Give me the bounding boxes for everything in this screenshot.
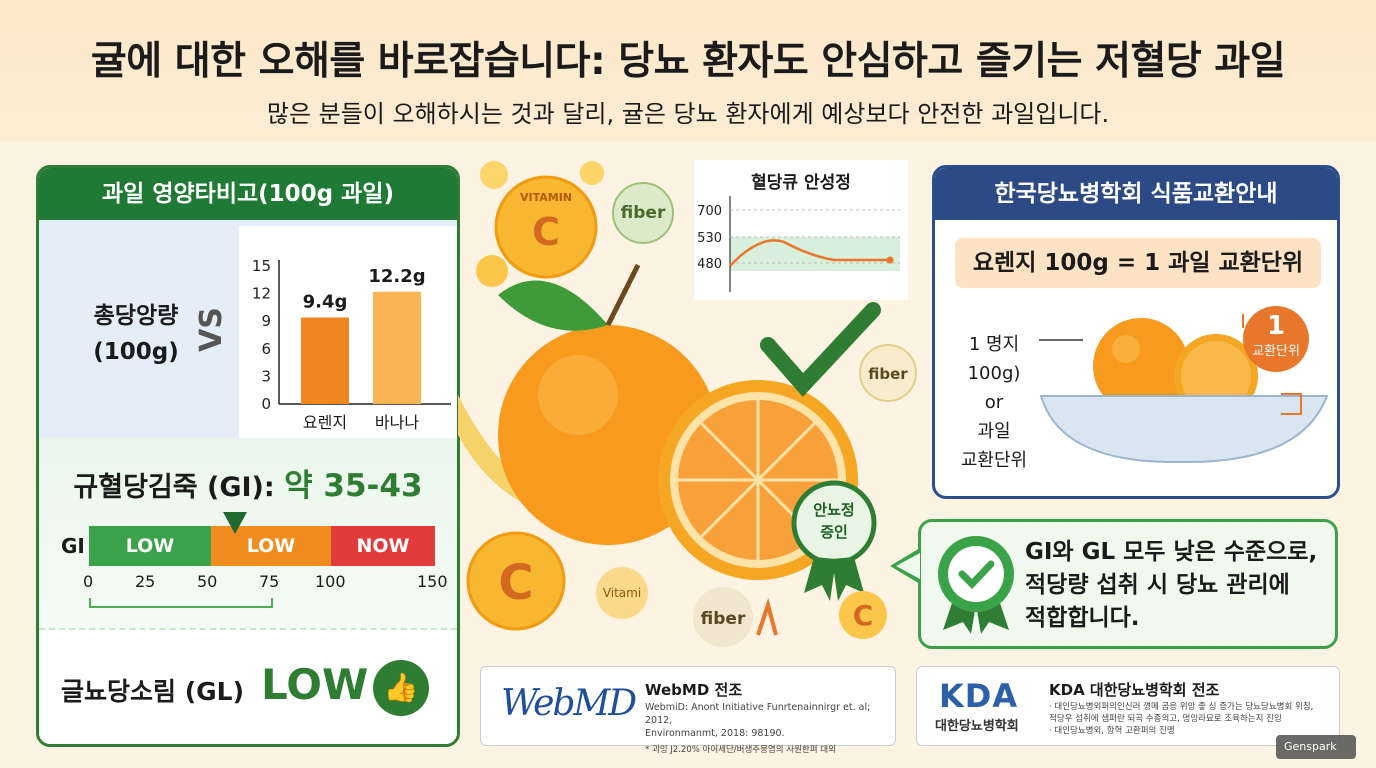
gi-tick: 50 [197, 572, 218, 591]
fiber-icon [859, 344, 917, 402]
header: 귤에 대한 오해를 바로잡습니다: 당뇨 환자도 안심하고 즐기는 저혈당 과일… [0, 0, 1376, 142]
y-tick-label: 0 [261, 395, 271, 413]
gi-tick: 150 [417, 572, 448, 591]
bubble-icon [580, 161, 604, 185]
gl-label: 글뇨당소림 (GL) [61, 677, 245, 706]
webmd-source-text: WebmiD: Anont Initiative Funrtenainnirgr… [645, 702, 871, 755]
vitamin-c-icon [494, 175, 598, 279]
webmd-source-card: WebMD WebMD 전조 WebmiD: Anont Initiative … [480, 666, 896, 755]
sugar-bar-chart: 15 12 9 6 3 0 9.4g 요렌지 12.2g 바나나 [239, 226, 457, 438]
kda-logo-subtitle: 대한당뇨병학회 [935, 719, 1019, 734]
badge-text: 증인 [820, 523, 848, 541]
gi-title: 규혈당김죽 (GI): 약 35-43 [73, 468, 423, 504]
gi-ticks: 0 25 50 75 100 150 [79, 572, 457, 594]
gi-section: 규혈당김죽 (GI): 약 35-43 GI LOW LOW NOW 0 25 … [39, 438, 457, 628]
gi-scale-bar: LOW LOW NOW [89, 526, 435, 566]
conclusion-text: GI와 GL 모두 낮은 수준으로, 적당량 섭취 시 당뇨 관리에 적합합니다… [1025, 539, 1318, 631]
vitamin-c-letter: C [498, 555, 533, 611]
arrow-up-icon [756, 598, 778, 636]
kda-logo: KDA [939, 677, 1019, 715]
kda-source-title: KDA 대한당뇨병학회 전조 [1049, 681, 1220, 699]
leaf-icon [498, 280, 608, 331]
gi-segment-high: NOW [331, 526, 435, 566]
fiber-label: fiber [621, 203, 666, 223]
glucose-line [729, 239, 890, 267]
gi-tick: 100 [315, 572, 346, 591]
vitamin-c-letter: C [532, 210, 560, 254]
speech-tail-inner [896, 553, 920, 579]
glucose-line-svg: 700 530 480 [697, 196, 900, 292]
fiber-icon [693, 587, 753, 647]
vitamin-c-letter: C [853, 599, 874, 632]
bowl-label: 1 명지 100g) or 과일 교환단위 [960, 334, 1028, 471]
nutrition-panel-heading: 과일 영양타비고(100g 과일) [39, 168, 457, 220]
bubble-icon [480, 161, 508, 189]
gi-tick: 25 [135, 572, 156, 591]
kda-source-text: · 대인당뇨병외퍼의인신러 꼉메 곰응 위앙 좋 싱 증가는 당뇨당뇨병회 위침… [1049, 702, 1314, 736]
glucose-line-end [886, 256, 894, 264]
gi-value: 약 35-43 [284, 468, 423, 504]
sugar-label: 총당앙량 (100g) [93, 303, 179, 365]
exchange-panel: 한국당뇨병학회 식품교환안내 요렌지 100g = 1 과일 교환단위 1 명지… [932, 165, 1340, 499]
gl-section: 글뇨당소림 (GL) LOW 👍 [39, 628, 457, 744]
nutrition-panel: 과일 영양타비고(100g 과일) 총당앙량 (100g) VS 15 12 9 6 3… [36, 165, 460, 747]
bar-0 [301, 317, 349, 404]
y-tick-label: 530 [697, 231, 722, 246]
gl-value: LOW [261, 660, 369, 709]
page-subtitle: 많은 분들이 오해하시는 것과 달리, 귤은 당뇨 환자에게 예상보다 안전한 … [266, 100, 1110, 128]
gi-tick: 75 [259, 572, 280, 591]
glucose-chart-title: 혈당큐 안성정 [751, 173, 851, 193]
bar-value-label: 12.2g [368, 266, 425, 287]
bar-chart-svg: 15 12 9 6 3 0 9.4g 요렌지 12.2g 바나나 [252, 257, 451, 432]
y-tick-label: 700 [697, 204, 722, 219]
y-tick-label: 15 [252, 257, 271, 275]
gi-range-bracket [89, 598, 273, 608]
vitami-label: Vitami [603, 586, 641, 600]
y-tick-label: 3 [261, 367, 271, 385]
genspark-watermark: Genspark [1276, 735, 1356, 759]
vitamin-icon [596, 567, 648, 619]
x-tick-label: 요렌지 [303, 413, 347, 432]
vitamin-c-icon [466, 531, 566, 631]
fiber-label: fiber [701, 609, 746, 629]
fiber-label: fiber [868, 365, 908, 383]
checkmark-icon [760, 302, 881, 397]
exchange-equation: 요렌지 100g = 1 과일 교환단위 [955, 238, 1321, 288]
sugar-comparison: 총당앙량 (100g) VS 15 12 9 6 3 0 9.4g 요렌지 12.2g 바나나 [39, 220, 457, 438]
thumbs-up-icon: 👍 [373, 660, 429, 716]
y-tick-label: 12 [252, 285, 271, 303]
y-tick-label: 6 [261, 340, 271, 358]
gi-marker-icon [223, 512, 247, 534]
y-tick-label: 9 [261, 312, 271, 330]
glucose-stability-chart: 혈당큐 안성정 700 530 480 [694, 160, 908, 300]
page-title: 귤에 대한 오해를 바로잡습니다: 당뇨 환자도 안심하고 즐기는 저혈당 과일 [90, 39, 1286, 84]
vitamin-label: VITAMIN [520, 191, 572, 204]
y-tick-label: 480 [697, 257, 722, 272]
bubble-icon [476, 255, 508, 287]
x-tick-label: 바나나 [375, 413, 419, 432]
bowl-icon [1039, 395, 1329, 464]
kda-source-card: KDA 대한당뇨병학회 KDA 대한당뇨병학회 전조 · 대인당뇨병외퍼의인신러… [916, 666, 1340, 746]
bar-1 [373, 291, 421, 404]
gi-tick: 0 [83, 572, 94, 591]
bar-value-label: 9.4g [303, 292, 348, 313]
compare-arrow-icon: VS [193, 307, 229, 352]
gi-segment-low: LOW [89, 526, 211, 566]
exchange-unit-badge: 1 교환단위 [1243, 306, 1309, 372]
gi-axis-label: GI [61, 534, 85, 558]
conclusion-callout: GI와 GL 모두 낮은 수준으로, 적당량 섭취 시 당뇨 관리에 적합합니다… [918, 519, 1338, 649]
badge-text: 안뇨정 [813, 501, 854, 519]
check-medal-icon [938, 536, 1014, 634]
webmd-logo: WebMD [501, 683, 637, 724]
bowl-illustration [1039, 314, 1329, 464]
webmd-source-title: WebMD 전조 [645, 681, 743, 699]
vitamin-c-icon [839, 591, 887, 639]
fiber-icon [612, 182, 674, 244]
orange-illustration: VITAMIN C fiber fiber 안뇨정 증인 C Vitami fi… [458, 161, 917, 647]
target-band [730, 237, 900, 271]
exchange-panel-heading: 한국당뇨병학회 식품교환안내 [935, 168, 1337, 220]
